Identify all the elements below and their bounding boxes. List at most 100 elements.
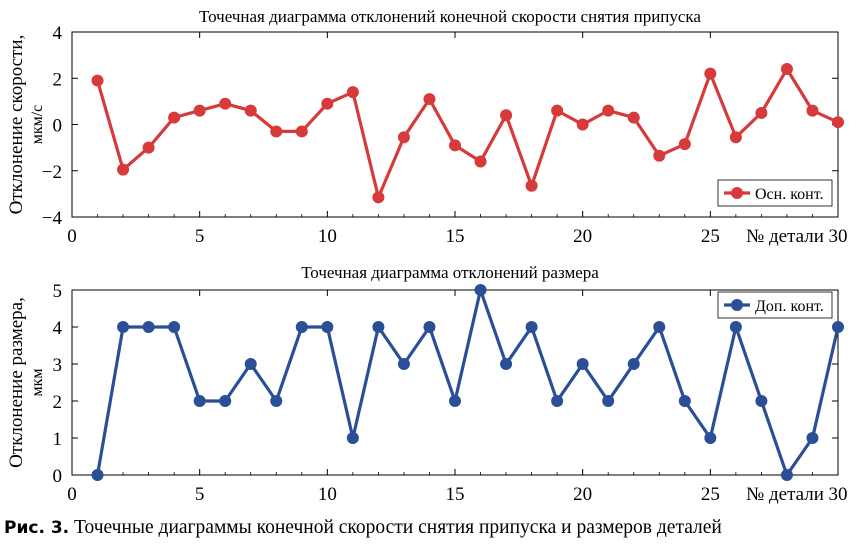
data-point [321,321,334,333]
data-point [627,111,640,124]
data-point [423,321,436,333]
data-point [704,432,717,444]
y-tick-label: −2 [42,162,62,183]
data-point [806,432,819,444]
caption-text: Точечные диаграммы конечной скорости сня… [69,517,722,538]
x-tick-label: 30 [829,484,848,505]
data-point [474,155,487,168]
x-tick-label: 20 [573,226,592,247]
data-point [168,321,181,333]
data-point [397,131,410,144]
legend-marker [731,187,743,199]
data-point [321,97,334,110]
data-point [551,395,564,407]
y-tick-label: 0 [53,466,63,487]
data-point [91,469,104,481]
chart-size: Точечная диаграмма отклонений размера Отк… [6,263,848,505]
x-tick-label: 25 [701,226,720,247]
y-tick-label: 3 [53,355,63,376]
y-axis-label: Отклонение скорости, [6,35,27,215]
legend: Доп. конт. [717,291,833,319]
legend-label: Осн. конт. [755,186,824,203]
data-point [627,358,640,370]
x-axis-label: № детали [746,226,824,247]
data-point [142,141,155,154]
data-point [117,321,130,333]
data-point [142,321,155,333]
legend: Осн. конт. [717,179,833,207]
x-tick-label: 10 [318,484,337,505]
x-tick-label: 5 [195,226,205,247]
data-point [832,321,844,333]
data-point [91,74,104,87]
data-point [755,106,768,119]
y-tick-label: 2 [53,392,63,413]
data-point [295,321,308,333]
data-point [832,116,844,129]
y-tick-label: 2 [53,69,63,90]
x-tick-label: 20 [573,484,592,505]
data-point [397,358,410,370]
data-point [551,104,564,117]
chart-title: Точечная диаграмма отклонений конечной с… [199,7,701,26]
data-point [270,125,283,138]
y-tick-label: 4 [53,23,63,44]
data-point [244,104,257,117]
data-point [372,191,385,204]
series-line [95,67,839,199]
data-point [525,321,538,333]
data-point [346,432,359,444]
data-point [449,395,461,407]
x-axis-label: № детали [746,484,824,505]
data-point [500,109,513,122]
data-point [474,284,487,296]
data-point [780,469,793,481]
data-point [602,395,615,407]
y-tick-label: −4 [42,208,63,229]
data-point [704,67,717,80]
data-point [678,395,691,407]
x-tick-label: 15 [446,226,465,247]
x-tick-label: 0 [67,484,77,505]
data-point [372,321,385,333]
legend-label: Доп. конт. [755,298,824,315]
data-point [653,321,666,333]
y-axis-unit: мкм/с [29,105,46,145]
data-point [423,93,436,106]
data-point [525,179,538,192]
data-point [755,395,768,407]
legend-marker [731,299,743,311]
data-point [806,104,819,117]
data-point [219,395,232,407]
y-tick-label: 1 [53,429,63,450]
y-tick-label: 4 [53,318,63,339]
caption-label: Рис. 3. [4,518,70,538]
y-tick-label: 5 [53,281,63,302]
x-tick-label: 10 [318,226,337,247]
data-point [729,131,742,144]
x-tick-label: 25 [701,484,720,505]
data-point [193,104,206,117]
y-axis-unit: мкм [29,368,46,396]
data-point [244,358,257,370]
y-axis-label: Отклонение размера, [6,297,27,468]
data-point [117,163,130,176]
chart-title: Точечная диаграмма отклонений размера [301,263,599,282]
figure-caption: Рис. 3. Точечные диаграммы конечной скор… [4,516,858,540]
data-point [602,104,615,117]
chart-speed: Точечная диаграмма отклонений конечной с… [6,7,848,247]
data-point [295,125,308,138]
data-point [500,358,513,370]
x-tick-label: 5 [195,484,205,505]
x-tick-label: 0 [67,226,77,247]
data-point [449,139,461,152]
data-point [346,86,359,99]
x-tick-label: 15 [446,484,465,505]
data-point [219,97,232,110]
data-point [653,149,666,162]
data-point [780,63,793,75]
data-point [270,395,283,407]
data-point [729,321,742,333]
data-point [576,358,589,370]
